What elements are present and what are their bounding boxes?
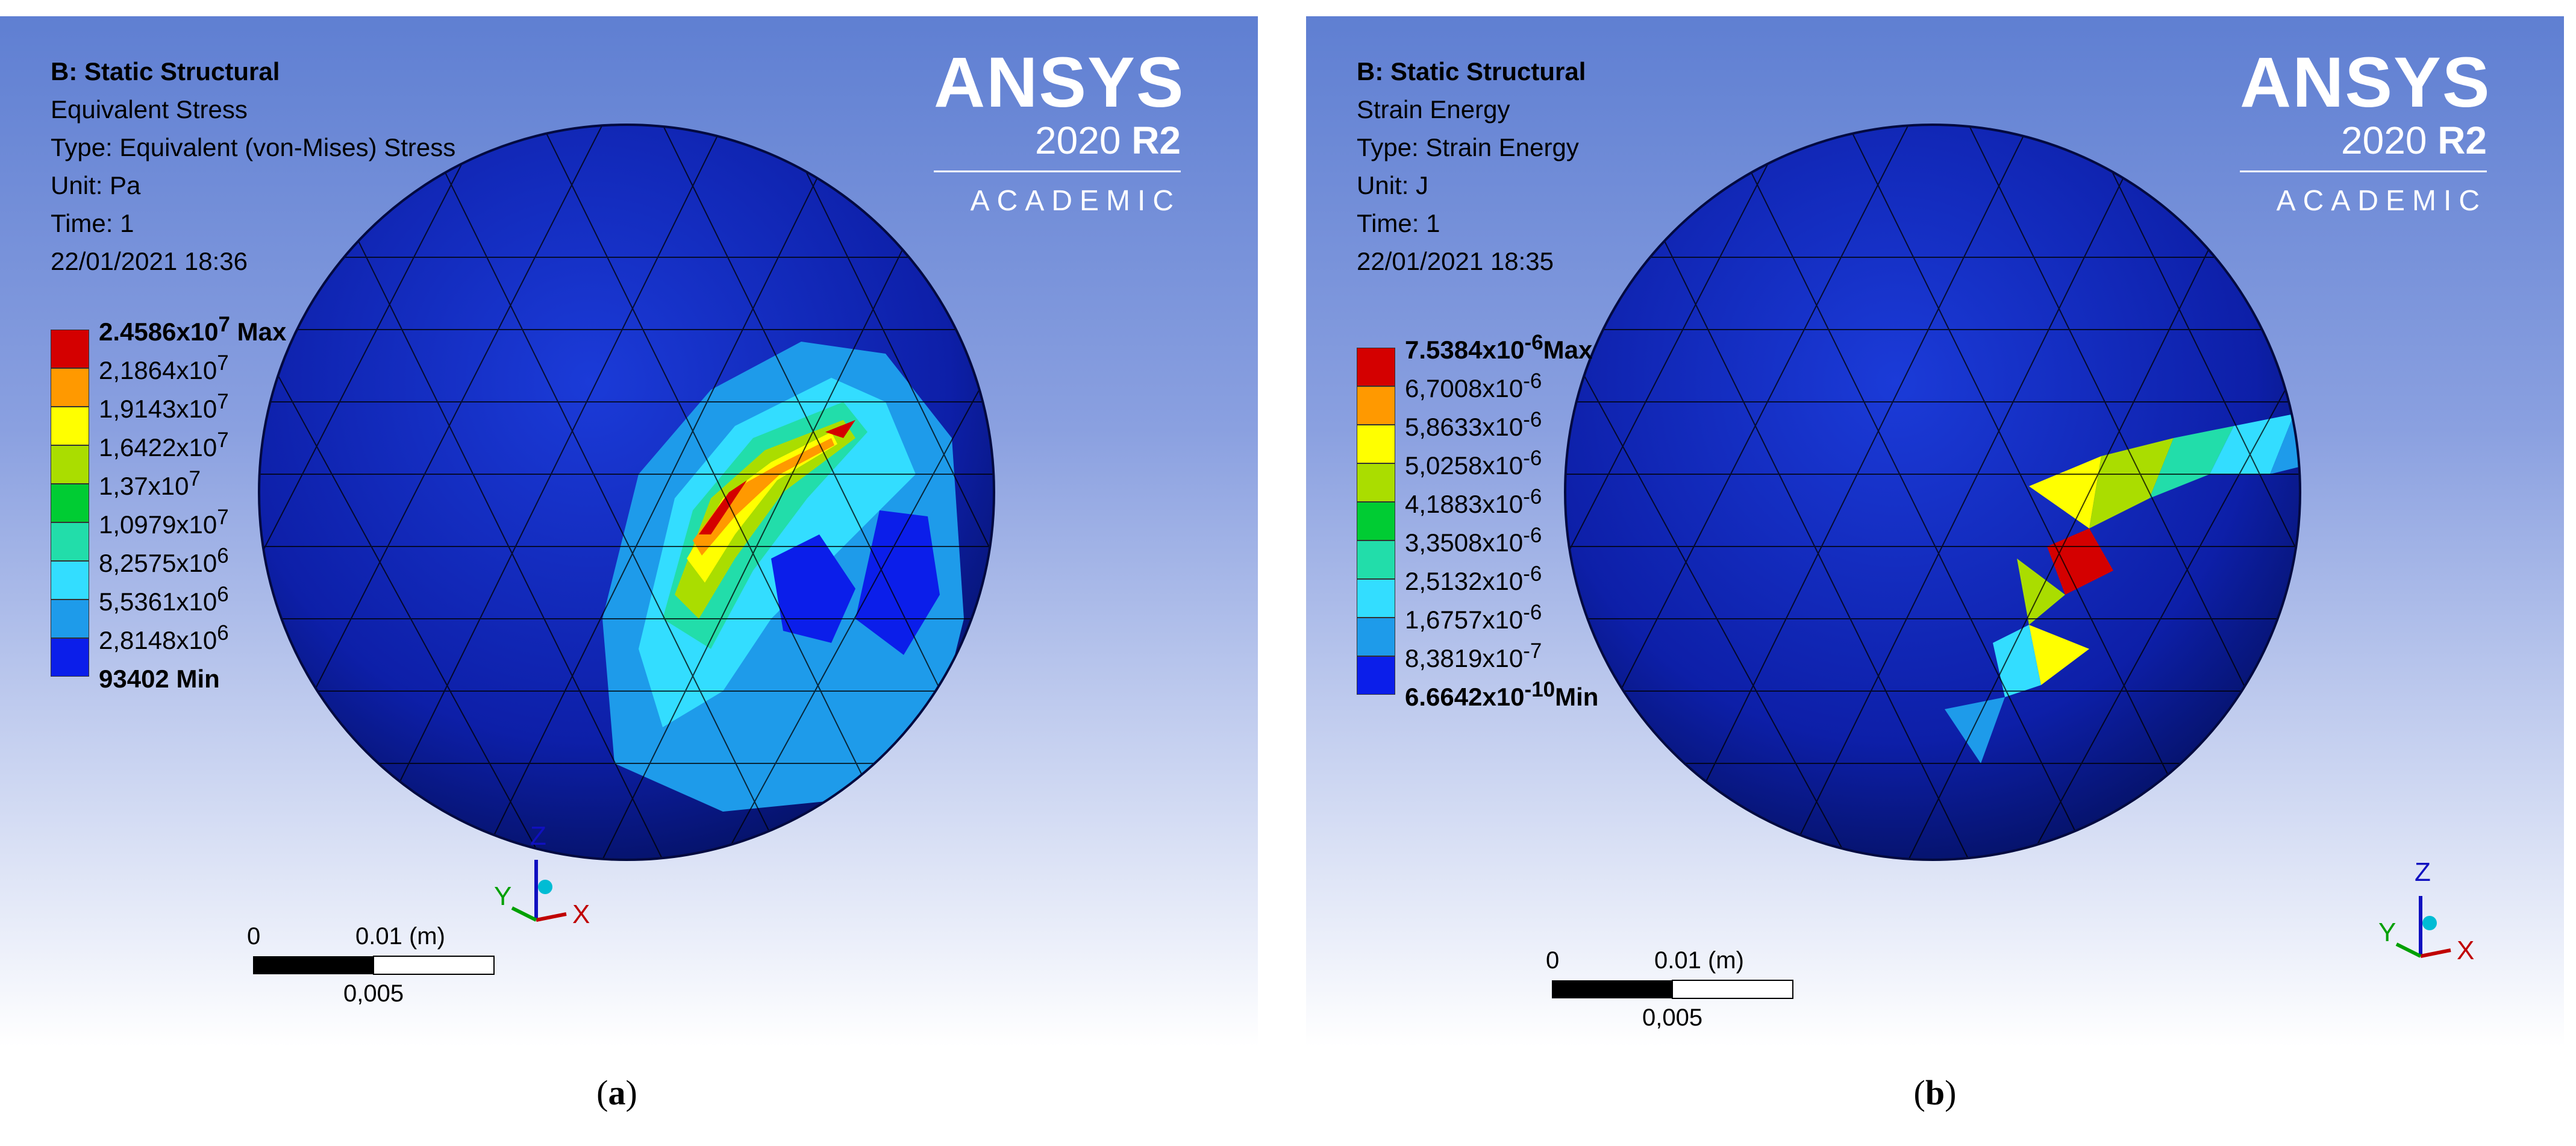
legend-level-label: 4,1883x10-6 [1405, 485, 1542, 518]
legend-max-label: 7.5384x10-6Max [1405, 331, 1593, 364]
result-type: Type: Strain Energy [1357, 133, 1579, 161]
legend-level-label: 2,1864x107 [99, 351, 229, 384]
viewport-panel-a[interactable]: 0 0.01 (m) 0,005 Z X Y B: Static Structu… [0, 16, 1258, 1047]
result-time: Time: 1 [1357, 209, 1440, 237]
caption-b: (b) [1913, 1073, 1957, 1112]
legend-level-label: 1,6757x10-6 [1405, 601, 1542, 634]
scale-bar: 0 0.01 (m) 0,005 [247, 923, 495, 1007]
system-name: B: Static Structural [51, 57, 280, 86]
legend-level-label: 5,8633x10-6 [1405, 408, 1542, 441]
result-header: B: Static Structural Equivalent Stress T… [51, 52, 455, 280]
legend-level-label: 3,3508x10-6 [1405, 524, 1542, 557]
sphere-scene[interactable]: 0 0.01 (m) 0,005 Z X Y [0, 16, 1258, 1047]
legend-swatch [1357, 579, 1395, 618]
scale-zero-label: 0 [1546, 947, 1559, 974]
legend-swatch [1357, 386, 1395, 425]
legend-swatch [51, 407, 89, 445]
result-unit: Unit: J [1357, 171, 1429, 199]
mesh-lines [259, 125, 994, 860]
legend-swatch [1357, 425, 1395, 463]
result-name: Strain Energy [1357, 95, 1510, 124]
ansys-logo: ANSYS 2020 R2 ACADEMIC [934, 43, 1185, 219]
legend-swatch [1357, 463, 1395, 502]
legend-swatch [1357, 540, 1395, 579]
caption-a: (a) [596, 1073, 637, 1112]
legend-level-label: 8,2575x106 [99, 544, 229, 577]
result-unit: Unit: Pa [51, 171, 141, 199]
legend-swatch [1357, 618, 1395, 656]
ansys-logo: ANSYS 2020 R2 ACADEMIC [2240, 43, 2491, 219]
scale-end-label: 0.01 (m) [355, 923, 445, 950]
legend-swatch [51, 638, 89, 677]
legend-swatch [51, 368, 89, 407]
legend-swatch [51, 484, 89, 522]
legend-swatch [1357, 348, 1395, 386]
legend-swatch [51, 522, 89, 561]
brand-edition: ACADEMIC [970, 185, 1181, 217]
scale-mid-label: 0,005 [1642, 1004, 1702, 1031]
legend-level-label: 5,5361x106 [99, 583, 229, 616]
scale-end-label: 0.01 (m) [1654, 947, 1744, 974]
legend-level-label: 1,37x107 [99, 467, 201, 500]
scale-bar: 0 0.01 (m) 0,005 [1546, 947, 1793, 1031]
legend-level-label: 2,8148x106 [99, 621, 229, 654]
brand-version: 2020 R2 [2341, 119, 2487, 162]
scale-zero-label: 0 [247, 923, 260, 950]
axis-triad[interactable]: Z X Y [2378, 857, 2474, 965]
system-name: B: Static Structural [1357, 57, 1586, 86]
viewport-panel-b[interactable]: 0 0.01 (m) 0,005 Z X Y B: Static Structu… [1306, 16, 2564, 1047]
axis-z-label: Z [530, 821, 546, 851]
legend-level-label: 5,0258x10-6 [1405, 446, 1542, 480]
legend-level-label: 1,6422x107 [99, 428, 229, 462]
brand-name: ANSYS [2240, 43, 2491, 122]
result-name: Equivalent Stress [51, 95, 248, 124]
legend-level-label: 1,9143x107 [99, 390, 229, 423]
legend-swatch [51, 561, 89, 600]
legend-min-label: 93402 Min [99, 665, 220, 693]
axis-y-label: Y [494, 881, 511, 911]
legend-swatch [1357, 656, 1395, 695]
result-type: Type: Equivalent (von-Mises) Stress [51, 133, 456, 161]
axis-triad[interactable]: Z X Y [494, 821, 590, 929]
sphere-mesh[interactable] [1565, 125, 2300, 860]
brand-version: 2020 R2 [1035, 119, 1181, 162]
axis-x-label: X [572, 900, 590, 929]
legend-swatch [51, 330, 89, 368]
result-time: Time: 1 [51, 209, 134, 237]
legend-level-label: 8,3819x10-7 [1405, 639, 1542, 672]
brand-name: ANSYS [934, 43, 1185, 122]
axis-y-label: Y [2378, 918, 2396, 947]
result-timestamp: 22/01/2021 18:36 [51, 247, 248, 275]
sphere-scene[interactable]: 0 0.01 (m) 0,005 Z X Y [1306, 16, 2564, 1047]
legend-swatch [51, 445, 89, 484]
result-timestamp: 22/01/2021 18:35 [1357, 247, 1554, 275]
mesh-lines [1565, 125, 2300, 860]
result-header: B: Static Structural Strain Energy Type:… [1357, 52, 1586, 280]
legend-swatch [1357, 502, 1395, 540]
legend-level-label: 2,5132x10-6 [1405, 562, 1542, 595]
legend-level-label: 6,7008x10-6 [1405, 369, 1542, 402]
legend-max-label: 2.4586x107 Max [99, 313, 287, 346]
legend-swatch [51, 600, 89, 638]
axis-x-label: X [2457, 936, 2474, 965]
legend-level-label: 1,0979x107 [99, 506, 229, 539]
scale-mid-label: 0,005 [343, 980, 404, 1007]
brand-edition: ACADEMIC [2276, 185, 2487, 217]
axis-z-label: Z [2415, 857, 2431, 887]
legend-min-label: 6.6642x10-10Min [1405, 678, 1599, 711]
